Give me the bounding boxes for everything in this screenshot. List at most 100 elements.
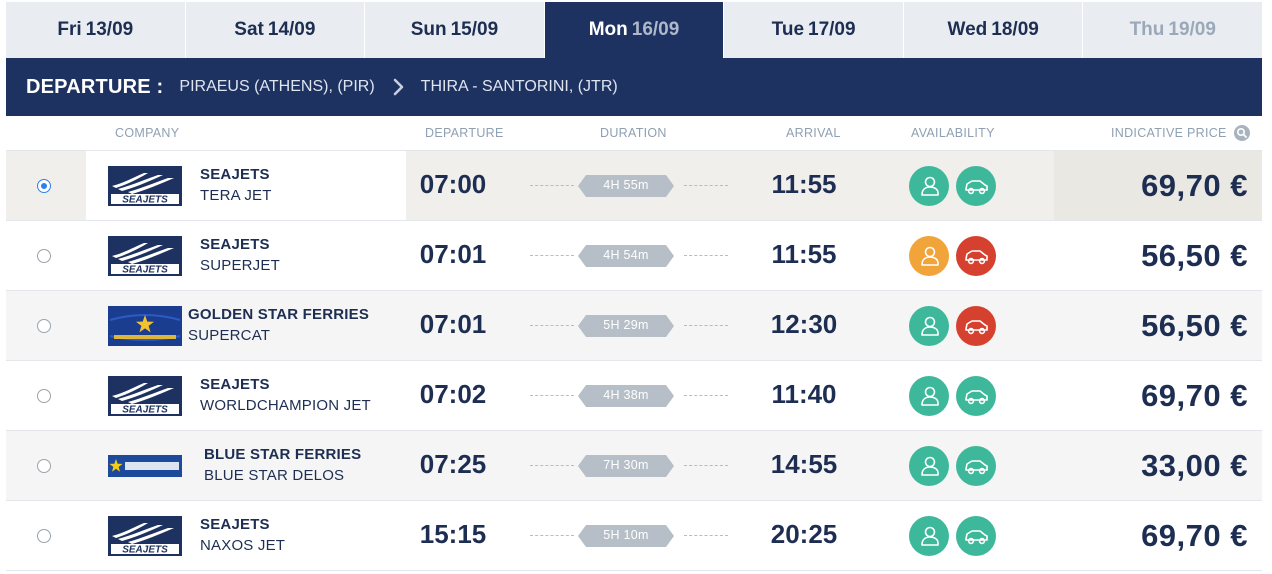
price: 69,70 €	[1141, 168, 1248, 203]
company-name: SEAJETS	[200, 376, 270, 393]
tab-date: 17/09	[808, 19, 856, 40]
duration-badge	[578, 455, 674, 477]
table-row[interactable]: BLUE STAR FERRIES BLUE STAR DELOS 07:25 …	[6, 431, 1262, 501]
table-row[interactable]: SEAJETS SEAJETS SUPERJET 07:01 4H 54m 11…	[6, 221, 1262, 291]
departure-label: DEPARTURE :	[26, 75, 164, 98]
select-radio[interactable]	[37, 459, 51, 473]
table-row[interactable]: SEAJETS SEAJETS NAXOS JET 15:15 5H 10m 2…	[6, 501, 1262, 571]
passenger-availability	[909, 306, 949, 346]
vessel-name: SUPERJET	[200, 257, 280, 274]
tab-day: Mon	[588, 19, 628, 40]
arrival-time: 12:30	[770, 309, 838, 339]
results-list: SEAJETS SEAJETS TERA JET 07:00 4H 55m 11…	[6, 151, 1262, 571]
golden-star-ferries-logo	[108, 306, 182, 346]
tab-date: 15/09	[450, 19, 499, 40]
departure-bar: DEPARTURE : PIRAEUS (ATHENS), (PIR) THIR…	[6, 58, 1262, 116]
date-tab[interactable]: Tue 17/09	[724, 2, 904, 58]
tab-day: Sat	[234, 19, 264, 40]
arrival-time: 20:25	[770, 519, 838, 549]
select-radio[interactable]	[37, 529, 51, 543]
duration-dashes	[684, 465, 728, 466]
svg-text:SEAJETS: SEAJETS	[122, 265, 168, 276]
vehicle-availability	[956, 376, 996, 416]
date-tab-selected[interactable]: Mon 16/09	[544, 2, 725, 58]
blue-star-ferries-logo	[108, 455, 182, 477]
chevron-right-icon	[393, 78, 403, 96]
passenger-icon	[921, 176, 939, 196]
price-cell: 56,50 €	[1054, 221, 1262, 290]
tab-day: Sun	[410, 19, 447, 40]
vehicle-availability	[956, 306, 996, 346]
duration-label: 4H 38m	[603, 388, 649, 402]
availability	[909, 166, 996, 206]
vessel-name: NAXOS JET	[200, 537, 286, 554]
passenger-icon	[921, 386, 939, 406]
departure-time: 07:00	[419, 169, 487, 199]
duration-dashes	[530, 325, 574, 326]
date-tab[interactable]: Sat 14/09	[186, 2, 366, 58]
duration-label: 5H 29m	[603, 318, 649, 332]
vehicle-icon	[965, 460, 988, 475]
date-tab[interactable]: Wed 18/09	[904, 2, 1084, 58]
duration: 4H 55m	[530, 175, 728, 197]
destination-port: THIRA - SANTORINI, (JTR)	[420, 78, 618, 95]
select-radio[interactable]	[37, 179, 51, 193]
vehicle-icon	[965, 320, 988, 335]
seajets-logo: SEAJETS	[108, 236, 182, 276]
date-tab[interactable]: Fri 13/09	[6, 2, 186, 58]
departure-time: 15:15	[419, 519, 487, 549]
company-cell: SEAJETS SEAJETS SUPERJET	[86, 221, 406, 290]
seajets-logo: SEAJETS	[108, 166, 182, 206]
duration-dashes	[684, 255, 728, 256]
vehicle-availability	[956, 166, 996, 206]
duration-dashes	[530, 535, 574, 536]
search-icon[interactable]	[1234, 125, 1250, 141]
passenger-icon	[921, 316, 939, 336]
table-row[interactable]: GOLDEN STAR FERRIES SUPERCAT 07:01 5H 29…	[6, 291, 1262, 361]
origin-port: PIRAEUS (ATHENS), (PIR)	[179, 78, 375, 95]
column-availability: AVAILABILITY	[911, 126, 995, 140]
price: 69,70 €	[1141, 518, 1248, 553]
duration-badge	[578, 245, 674, 267]
company-name: BLUE STAR FERRIES	[204, 446, 362, 463]
column-headers: COMPANY DEPARTURE DURATION ARRIVAL AVAIL…	[6, 116, 1262, 151]
duration: 7H 30m	[530, 455, 728, 477]
duration-label: 4H 55m	[603, 178, 649, 192]
select-radio[interactable]	[37, 319, 51, 333]
passenger-availability	[909, 446, 949, 486]
passenger-icon	[921, 456, 939, 476]
duration-dashes	[530, 465, 574, 466]
tab-day: Wed	[947, 19, 988, 40]
duration: 4H 38m	[530, 385, 728, 407]
select-radio[interactable]	[37, 389, 51, 403]
date-tabs: Fri 13/09 Sat 14/09 Sun 15/09 Mon 16/09 Tue 1…	[6, 2, 1262, 58]
vehicle-availability	[956, 236, 996, 276]
price: 56,50 €	[1141, 308, 1248, 343]
duration-dashes	[684, 325, 728, 326]
vehicle-icon	[965, 530, 988, 545]
vessel-name: BLUE STAR DELOS	[204, 467, 345, 484]
select-radio[interactable]	[37, 249, 51, 263]
price-cell: 56,50 €	[1054, 291, 1262, 360]
tab-date: 13/09	[85, 19, 134, 40]
availability	[909, 376, 996, 416]
table-row[interactable]: SEAJETS SEAJETS WORLDCHAMPION JET 07:02 …	[6, 361, 1262, 431]
date-tab[interactable]: Sun 15/09	[365, 2, 545, 58]
company-name: GOLDEN STAR FERRIES	[188, 306, 370, 323]
vessel-name: WORLDCHAMPION JET	[200, 397, 371, 414]
vessel-name: TERA JET	[200, 187, 272, 204]
passenger-icon	[921, 246, 939, 266]
price: 56,50 €	[1141, 238, 1248, 273]
column-price: INDICATIVE PRICE	[1111, 126, 1227, 140]
duration: 4H 54m	[530, 245, 728, 267]
duration-badge	[578, 525, 674, 547]
price-cell: 69,70 €	[1054, 501, 1262, 570]
departure-time: 07:01	[419, 309, 487, 339]
duration-badge	[578, 385, 674, 407]
vehicle-availability	[956, 516, 996, 556]
vehicle-icon	[965, 390, 988, 405]
table-row[interactable]: SEAJETS SEAJETS TERA JET 07:00 4H 55m 11…	[6, 151, 1262, 221]
departure-time: 07:01	[419, 239, 487, 269]
vehicle-icon	[965, 250, 988, 265]
tab-date: 19/09	[1168, 19, 1216, 40]
